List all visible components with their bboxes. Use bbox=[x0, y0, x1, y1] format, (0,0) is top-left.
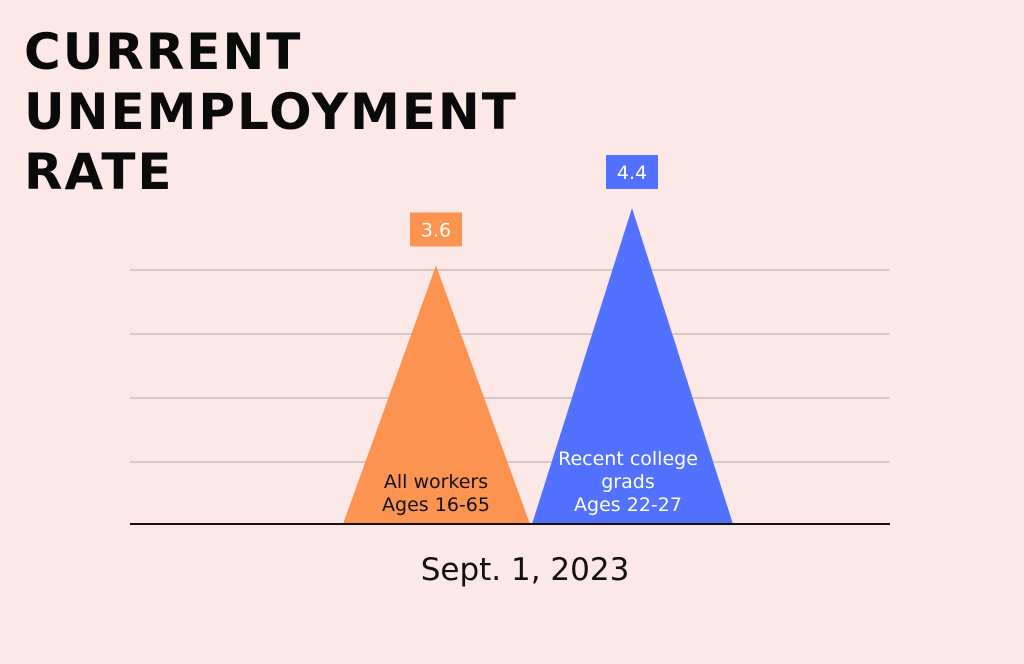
gridlines bbox=[130, 269, 890, 463]
value-label-box-2 bbox=[606, 155, 658, 189]
category-label-1-line-2: Ages 16-65 bbox=[382, 494, 490, 516]
category-label-2-line-1: Recent college bbox=[558, 448, 698, 470]
x-category-label: Sept. 1, 2023 bbox=[421, 552, 630, 588]
value-label-box-1 bbox=[410, 212, 462, 247]
title-line-2: UNEMPLOYMENT bbox=[24, 83, 518, 141]
category-label-1-line-1: All workers bbox=[384, 471, 488, 493]
value-label-2: 4.4 bbox=[617, 162, 647, 184]
chart-title: CURRENT UNEMPLOYMENT RATE bbox=[24, 22, 544, 202]
title-line-1: CURRENT bbox=[24, 23, 303, 81]
triangle-mark-1 bbox=[343, 265, 530, 524]
triangle-mark-2 bbox=[532, 208, 733, 524]
value-label-1: 3.6 bbox=[421, 219, 451, 241]
category-label-2-line-3: Ages 22-27 bbox=[574, 494, 682, 516]
title-line-3: RATE bbox=[24, 143, 174, 201]
category-label-2-line-2: grads bbox=[601, 471, 654, 493]
